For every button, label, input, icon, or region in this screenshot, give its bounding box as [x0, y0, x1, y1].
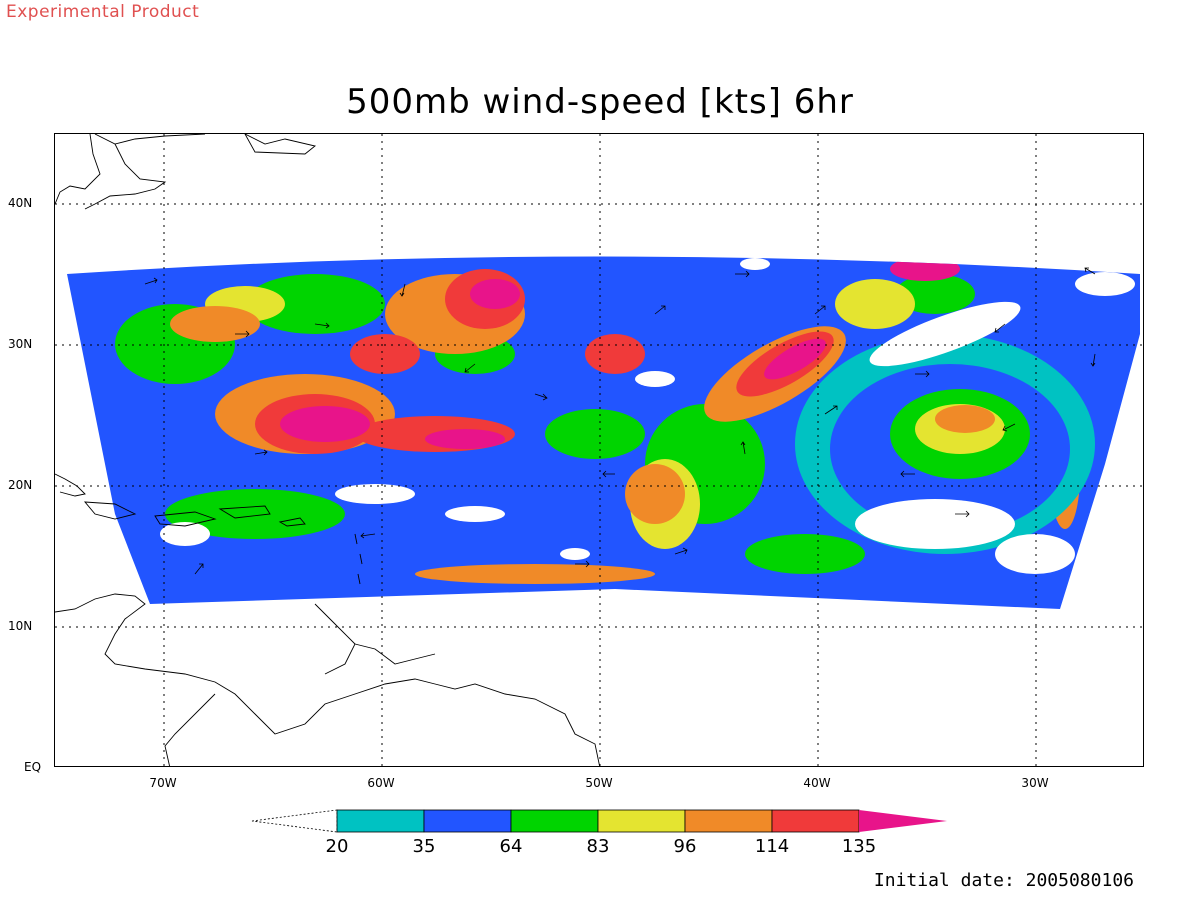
y-tick-label-30n: 30N	[8, 337, 33, 351]
colorbar-segment-20	[336, 809, 425, 833]
x-tick-label-70w: 70W	[149, 776, 177, 790]
coastlines	[55, 134, 601, 766]
map-plot-area	[54, 133, 1144, 767]
colorbar-below-min-triangle	[251, 809, 338, 833]
chart-title: 500mb wind-speed [kts] 6hr	[346, 82, 854, 122]
colorbar-label-64: 64	[499, 836, 523, 857]
experimental-product-watermark: Experimental Product	[6, 2, 200, 22]
colorbar-label-83: 83	[586, 836, 610, 857]
x-tick-label-40w: 40W	[803, 776, 831, 790]
colorbar-above-max-triangle	[859, 810, 947, 832]
colorbar-segment-64	[510, 809, 599, 833]
colorbar-label-135: 135	[841, 836, 877, 857]
colorbar-segment-114	[771, 809, 860, 833]
colorbar-label-96: 96	[673, 836, 697, 857]
wind-speed-map	[55, 134, 1143, 766]
wind-vectors	[144, 267, 1096, 575]
colorbar-segment-96	[684, 809, 773, 833]
x-tick-label-50w: 50W	[585, 776, 613, 790]
colorbar	[251, 809, 947, 833]
colorbar-label-20: 20	[325, 836, 349, 857]
wind-swath	[67, 256, 1140, 609]
x-tick-label-60w: 60W	[367, 776, 395, 790]
y-tick-label-eq: EQ	[24, 760, 42, 774]
y-tick-label-10n: 10N	[8, 619, 33, 633]
x-tick-label-30w: 30W	[1021, 776, 1049, 790]
initial-date-label: Initial date: 2005080106	[873, 870, 1134, 891]
y-tick-label-20n: 20N	[8, 478, 33, 492]
lat-lon-grid	[55, 134, 1143, 766]
colorbar-label-35: 35	[412, 836, 436, 857]
colorbar-segment-83	[597, 809, 686, 833]
colorbar-label-114: 114	[754, 836, 790, 857]
colorbar-segment-35	[423, 809, 512, 833]
y-tick-label-40n: 40N	[8, 196, 33, 210]
